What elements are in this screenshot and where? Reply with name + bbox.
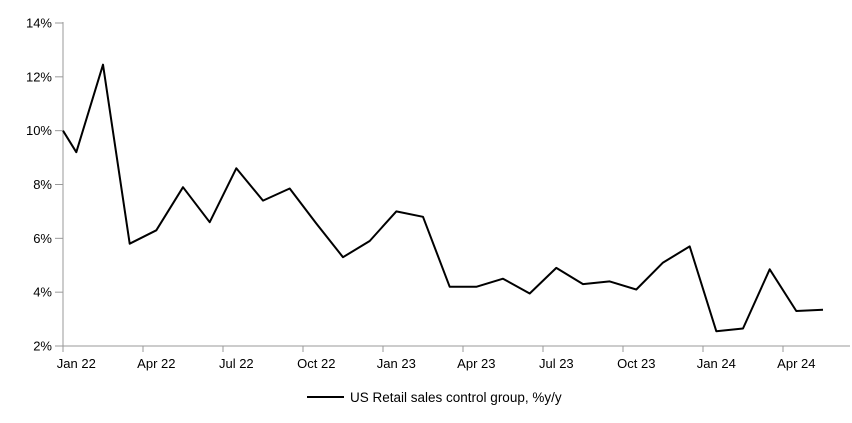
x-axis-label: Oct 22 bbox=[297, 356, 335, 371]
x-axis-label: Jul 23 bbox=[539, 356, 574, 371]
y-axis-label: 12% bbox=[26, 69, 52, 84]
legend: US Retail sales control group, %y/y bbox=[307, 390, 562, 405]
legend-label: US Retail sales control group, %y/y bbox=[350, 390, 562, 405]
y-axis-label: 14% bbox=[26, 16, 52, 31]
x-axis-label: Apr 22 bbox=[137, 356, 175, 371]
x-axis-label: Apr 24 bbox=[777, 356, 815, 371]
x-axis-label: Jan 24 bbox=[697, 356, 736, 371]
series-line-us-retail-control-group bbox=[62, 63, 824, 333]
y-axis-label: 10% bbox=[26, 123, 52, 138]
y-axis-label: 6% bbox=[33, 231, 52, 246]
y-axis-label: 4% bbox=[33, 285, 52, 300]
x-axis-label: Jan 23 bbox=[377, 356, 416, 371]
x-axis-ticks: Jan 22 Apr 22 Jul 22 Oct 22 Jan 23 Apr 23 Jul … bbox=[57, 346, 815, 371]
y-axis-label: 2% bbox=[33, 339, 52, 354]
y-axis-label: 8% bbox=[33, 177, 52, 192]
x-axis-label: Jul 22 bbox=[219, 356, 254, 371]
x-axis-label: Oct 23 bbox=[617, 356, 655, 371]
x-axis-label: Jan 22 bbox=[57, 356, 96, 371]
y-axis-ticks: 2% 4% 6% 8% 10% 12% 14% bbox=[26, 16, 63, 354]
x-axis-label: Apr 23 bbox=[457, 356, 495, 371]
